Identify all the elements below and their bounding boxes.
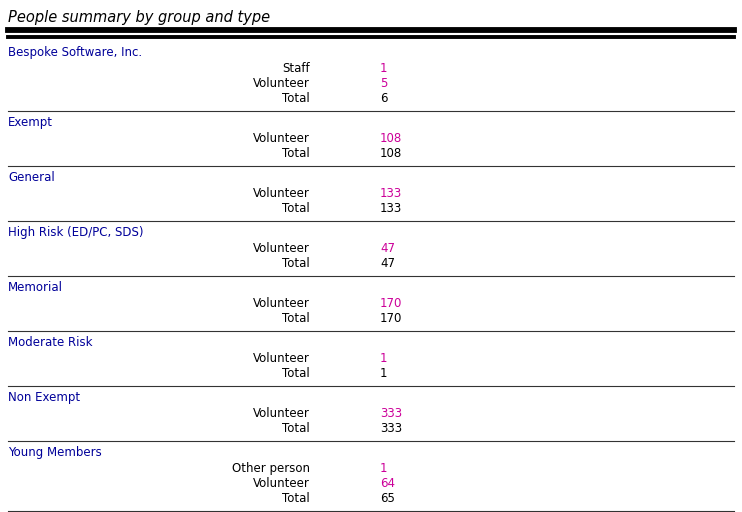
Text: Volunteer: Volunteer bbox=[253, 477, 310, 490]
Text: High Risk (ED/PC, SDS): High Risk (ED/PC, SDS) bbox=[8, 226, 143, 239]
Text: 108: 108 bbox=[380, 147, 402, 160]
Text: People summary by group and type: People summary by group and type bbox=[8, 10, 270, 25]
Text: Volunteer: Volunteer bbox=[253, 132, 310, 145]
Text: Total: Total bbox=[282, 367, 310, 380]
Text: 170: 170 bbox=[380, 297, 402, 310]
Text: Exempt: Exempt bbox=[8, 116, 53, 129]
Text: Volunteer: Volunteer bbox=[253, 242, 310, 255]
Text: Total: Total bbox=[282, 92, 310, 105]
Text: Moderate Risk: Moderate Risk bbox=[8, 336, 93, 349]
Text: Volunteer: Volunteer bbox=[253, 407, 310, 420]
Text: 133: 133 bbox=[380, 202, 402, 215]
Text: 133: 133 bbox=[380, 187, 402, 200]
Text: 5: 5 bbox=[380, 77, 387, 90]
Text: Young Members: Young Members bbox=[8, 446, 102, 459]
Text: Total: Total bbox=[282, 202, 310, 215]
Text: Bespoke Software, Inc.: Bespoke Software, Inc. bbox=[8, 46, 142, 59]
Text: 1: 1 bbox=[380, 367, 387, 380]
Text: 333: 333 bbox=[380, 407, 402, 420]
Text: 65: 65 bbox=[380, 492, 395, 505]
Text: Volunteer: Volunteer bbox=[253, 77, 310, 90]
Text: 47: 47 bbox=[380, 257, 395, 270]
Text: Total: Total bbox=[282, 312, 310, 325]
Text: 1: 1 bbox=[380, 352, 387, 365]
Text: General: General bbox=[8, 171, 55, 184]
Text: 1: 1 bbox=[380, 62, 387, 75]
Text: Total: Total bbox=[282, 257, 310, 270]
Text: Memorial: Memorial bbox=[8, 281, 63, 294]
Text: 6: 6 bbox=[380, 92, 387, 105]
Text: 64: 64 bbox=[380, 477, 395, 490]
Text: 1: 1 bbox=[380, 462, 387, 475]
Text: Total: Total bbox=[282, 147, 310, 160]
Text: Volunteer: Volunteer bbox=[253, 297, 310, 310]
Text: Total: Total bbox=[282, 492, 310, 505]
Text: Non Exempt: Non Exempt bbox=[8, 391, 80, 404]
Text: 108: 108 bbox=[380, 132, 402, 145]
Text: 333: 333 bbox=[380, 422, 402, 435]
Text: Volunteer: Volunteer bbox=[253, 352, 310, 365]
Text: Volunteer: Volunteer bbox=[253, 187, 310, 200]
Text: 47: 47 bbox=[380, 242, 395, 255]
Text: 170: 170 bbox=[380, 312, 402, 325]
Text: Staff: Staff bbox=[283, 62, 310, 75]
Text: Other person: Other person bbox=[232, 462, 310, 475]
Text: Total: Total bbox=[282, 422, 310, 435]
